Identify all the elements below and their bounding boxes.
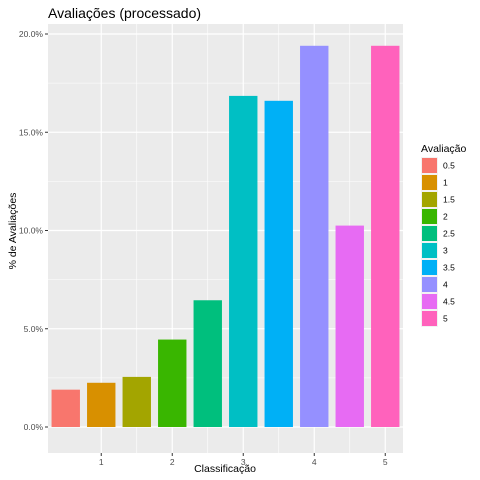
legend-label: 3 <box>443 246 448 256</box>
x-axis: 1 2 3 4 5 <box>99 453 388 467</box>
legend-label: 4.5 <box>443 297 455 307</box>
legend-key-2 <box>422 209 437 224</box>
y-tick-label: 0.0% <box>24 422 44 432</box>
bar-5 <box>371 45 400 427</box>
y-axis-title: % de Avaliações <box>7 193 19 270</box>
chart-title: Avaliações (processado) <box>48 5 201 21</box>
y-tick-label: 20.0% <box>19 29 44 39</box>
legend-key-0-5 <box>422 158 437 173</box>
bar-2 <box>158 339 187 427</box>
bar-3 <box>229 95 258 428</box>
legend-key-3 <box>422 243 437 258</box>
legend-key-5 <box>422 311 437 326</box>
bars <box>51 45 400 428</box>
legend-label: 3.5 <box>443 263 455 273</box>
legend: Avaliação 0.5 1 1.5 2 2.5 3 3.5 4 4.5 5 <box>421 143 466 327</box>
x-tick-label: 3 <box>241 457 246 467</box>
legend-label: 2.5 <box>443 229 455 239</box>
x-tick-label: 5 <box>383 457 388 467</box>
legend-label: 4 <box>443 280 448 290</box>
legend-label: 0.5 <box>443 161 455 171</box>
bar-4 <box>300 45 329 427</box>
x-tick-label: 4 <box>312 457 317 467</box>
bar-1 <box>87 382 116 427</box>
legend-key-4 <box>422 277 437 292</box>
legend-key-3-5 <box>422 260 437 275</box>
y-tick-label: 10.0% <box>19 226 44 236</box>
x-tick-label: 2 <box>170 457 175 467</box>
legend-label: 1.5 <box>443 195 455 205</box>
bar-1-5 <box>122 376 151 427</box>
legend-label: 1 <box>443 178 448 188</box>
bar-0-5 <box>51 389 80 427</box>
legend-label: 2 <box>443 212 448 222</box>
legend-key-1-5 <box>422 192 437 207</box>
legend-title: Avaliação <box>421 143 466 155</box>
x-axis-title: Classificação <box>194 463 256 475</box>
bar-4-5 <box>335 225 364 427</box>
x-tick-label: 1 <box>99 457 104 467</box>
legend-key-1 <box>422 175 437 190</box>
legend-label: 5 <box>443 314 448 324</box>
bar-2-5 <box>193 300 222 427</box>
y-axis: 0.0% 5.0% 10.0% 15.0% 20.0% <box>19 29 48 432</box>
bar-3-5 <box>264 100 293 427</box>
y-tick-label: 5.0% <box>24 324 44 334</box>
legend-key-2-5 <box>422 226 437 241</box>
legend-key-4-5 <box>422 294 437 309</box>
y-tick-label: 15.0% <box>19 127 44 137</box>
